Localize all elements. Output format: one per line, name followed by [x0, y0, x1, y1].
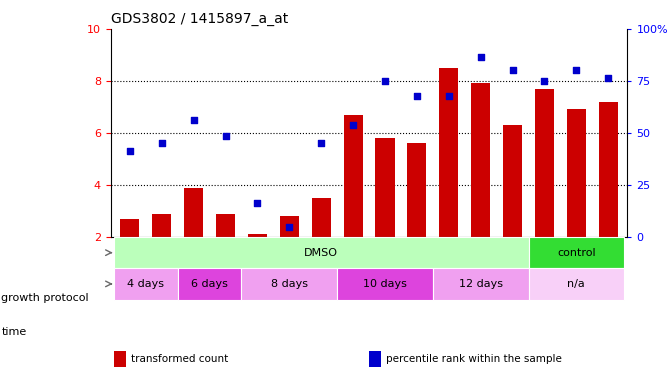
Bar	[567, 109, 586, 237]
Bar	[184, 188, 203, 237]
Bar	[407, 143, 427, 237]
Text: DMSO: DMSO	[304, 248, 338, 258]
Point	[603, 75, 613, 81]
Point	[444, 93, 454, 99]
Point	[284, 223, 295, 230]
Point	[571, 67, 582, 73]
Point	[220, 132, 231, 139]
Text: 10 days: 10 days	[363, 279, 407, 289]
Text: 4 days: 4 days	[127, 279, 164, 289]
Bar	[280, 216, 299, 237]
Bar	[433, 268, 529, 300]
Text: time: time	[1, 327, 27, 337]
Bar	[120, 219, 140, 237]
Point	[475, 55, 486, 61]
Bar	[114, 268, 178, 300]
Point	[189, 117, 199, 123]
Bar	[376, 138, 395, 237]
Bar	[152, 214, 171, 237]
Text: percentile rank within the sample: percentile rank within the sample	[386, 354, 562, 364]
Bar	[344, 115, 362, 237]
Bar	[529, 237, 624, 268]
Text: control: control	[557, 248, 596, 258]
Bar	[337, 268, 433, 300]
Bar	[529, 268, 624, 300]
Bar	[216, 214, 235, 237]
Point	[252, 200, 263, 206]
Point	[348, 122, 358, 128]
Text: n/a: n/a	[568, 279, 585, 289]
Point	[316, 140, 327, 146]
Text: 8 days: 8 days	[271, 279, 308, 289]
Bar	[599, 102, 618, 237]
Text: transformed count: transformed count	[131, 354, 228, 364]
Text: 6 days: 6 days	[191, 279, 228, 289]
Bar	[535, 89, 554, 237]
Text: growth protocol: growth protocol	[1, 293, 89, 303]
Text: 12 days: 12 days	[459, 279, 503, 289]
Bar	[242, 268, 337, 300]
Bar	[178, 268, 242, 300]
Point	[156, 140, 167, 146]
Bar	[503, 125, 522, 237]
Bar	[440, 68, 458, 237]
Point	[380, 78, 391, 84]
Point	[125, 148, 136, 154]
Point	[507, 67, 518, 73]
Bar	[248, 235, 267, 237]
Bar	[311, 198, 331, 237]
Bar	[114, 237, 529, 268]
Point	[411, 93, 422, 99]
Bar	[471, 83, 491, 237]
Text: GDS3802 / 1415897_a_at: GDS3802 / 1415897_a_at	[111, 12, 288, 26]
Point	[539, 78, 550, 84]
